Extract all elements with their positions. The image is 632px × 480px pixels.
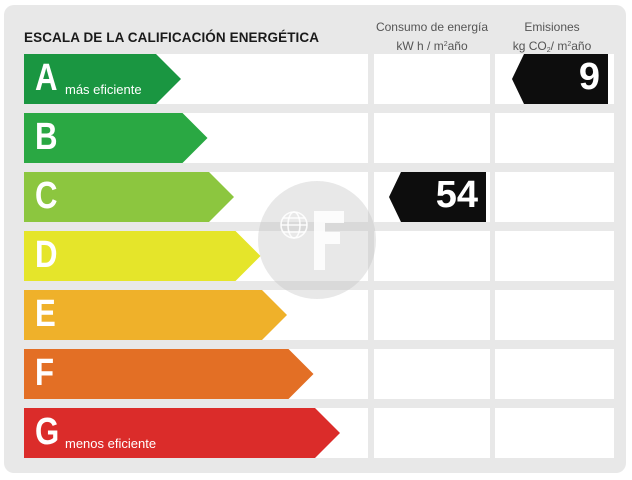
rating-arrow-c: C xyxy=(24,172,234,222)
logo-icon xyxy=(280,211,344,270)
emissions-rating-value: 9 xyxy=(578,56,600,98)
emissions-cell xyxy=(495,172,614,222)
rating-row-f: F xyxy=(24,349,614,399)
energy-cell xyxy=(374,54,490,104)
rating-arrow-f: F xyxy=(24,349,314,399)
emissions-header: Emisiones kg CO2/ m2año xyxy=(492,19,612,59)
emissions-header-line1: Emisiones xyxy=(524,20,580,34)
rating-row-e: E xyxy=(24,290,614,340)
rating-description: más eficiente xyxy=(65,82,142,97)
emissions-rating-marker: 9 xyxy=(512,54,608,104)
scale-bar-cell: E xyxy=(24,290,368,340)
energy-cell xyxy=(374,349,490,399)
energy-cell xyxy=(374,113,490,163)
emissions-cell xyxy=(495,290,614,340)
emissions-cell xyxy=(495,231,614,281)
rating-letter: A xyxy=(35,57,58,99)
emissions-cell xyxy=(495,349,614,399)
rating-letter: D xyxy=(35,234,58,276)
rating-description: menos eficiente xyxy=(65,436,157,451)
emissions-cell xyxy=(495,408,614,458)
rating-row-b: B xyxy=(24,113,614,163)
rating-letter: F xyxy=(35,352,55,394)
rating-letter: G xyxy=(35,411,60,453)
rating-letter: E xyxy=(35,293,56,335)
energy-consumption-header: Consumo de energía kW h / m2año xyxy=(372,19,492,55)
energy-rating-marker: 54 xyxy=(389,172,486,222)
energy-rating-card: ESCALA DE LA CALIFICACIÓN ENERGÉTICA Con… xyxy=(4,5,626,473)
rating-arrow-e: E xyxy=(24,290,287,340)
rating-arrow-b: B xyxy=(24,113,208,163)
energy-cell xyxy=(374,290,490,340)
scale-bar-cell: C xyxy=(24,172,368,222)
energy-rating-value: 54 xyxy=(435,174,478,216)
energy-cell xyxy=(374,408,490,458)
energy-header-line1: Consumo de energía xyxy=(375,20,489,34)
emissions-cell: 9 xyxy=(495,54,614,104)
rating-letter: B xyxy=(35,116,58,158)
logo-watermark xyxy=(258,181,376,299)
emissions-header-unit: kg CO2/ m2año xyxy=(512,39,592,54)
scale-bar-cell: B xyxy=(24,113,368,163)
rating-row-d: D xyxy=(24,231,614,281)
scale-bar-cell: F xyxy=(24,349,368,399)
energy-header-unit: kW h / m2año xyxy=(396,39,468,53)
energy-cell: 54 xyxy=(374,172,490,222)
energy-cell xyxy=(374,231,490,281)
scale-bar-cell: D xyxy=(24,231,368,281)
rating-arrow-d: D xyxy=(24,231,261,281)
rating-letter: C xyxy=(35,175,58,217)
rating-row-c: C 54 xyxy=(24,172,614,222)
emissions-cell xyxy=(495,113,614,163)
scale-title: ESCALA DE LA CALIFICACIÓN ENERGÉTICA xyxy=(24,30,320,45)
